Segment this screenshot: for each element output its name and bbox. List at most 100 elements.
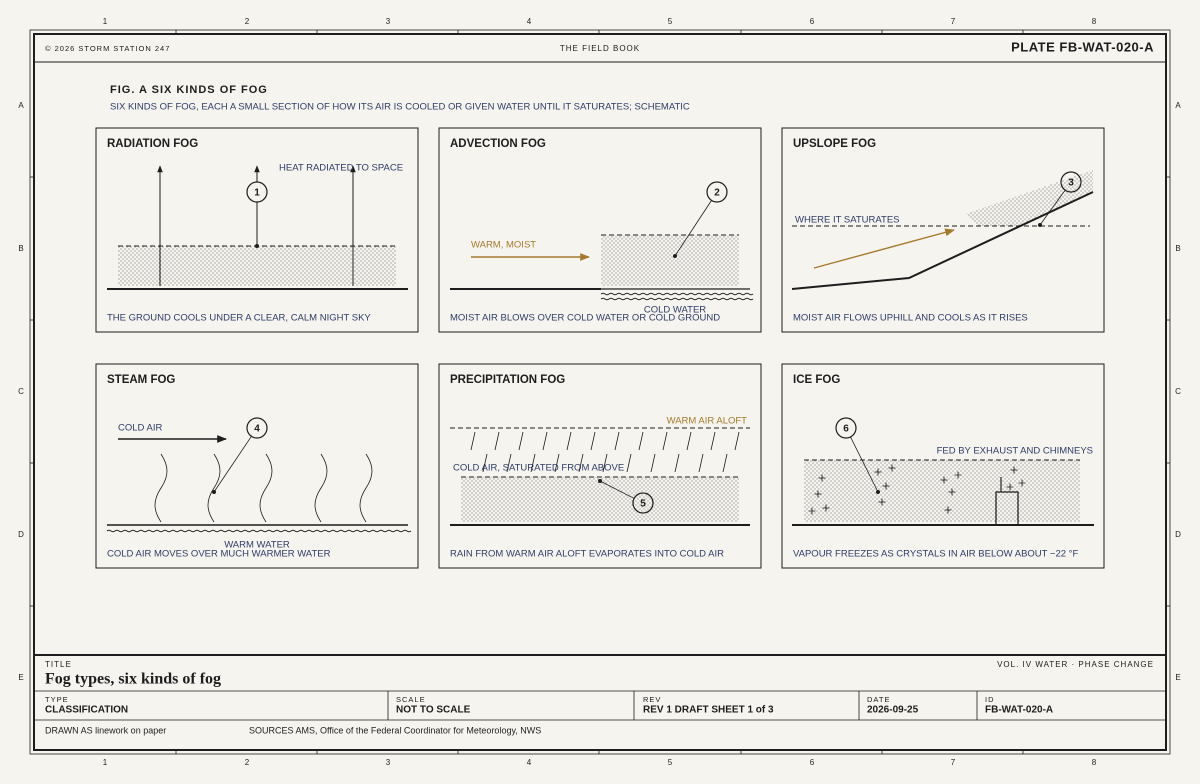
panel-ice-line <box>995 491 1019 526</box>
panel-advection: ADVECTION FOG MOIST AIR BLOWS OVER COLD W… <box>438 127 762 333</box>
steam-wisp <box>314 453 328 523</box>
ice-crystal <box>888 464 896 472</box>
panel-caption: MOIST AIR FLOWS UPHILL AND COOLS AS IT R… <box>793 313 1028 324</box>
row-label: D <box>18 530 24 539</box>
field-value: REV 1 DRAFT SHEET 1 of 3 <box>643 705 774 716</box>
steam-wisp <box>259 453 273 523</box>
callout-circle <box>632 492 654 514</box>
column-label: 5 <box>668 17 673 26</box>
column-label: 8 <box>1092 17 1097 26</box>
row-label: E <box>1175 673 1180 682</box>
ice-crystal <box>878 498 886 506</box>
panel-caption: VAPOUR FREEZES AS CRYSTALS IN AIR BELOW … <box>793 549 1078 560</box>
panel-label: COLD WATER <box>644 305 706 316</box>
callout-number: 5 <box>640 499 646 510</box>
panel-radiation-line <box>118 246 396 286</box>
ice-crystal <box>1018 479 1026 487</box>
rain-streak <box>614 431 620 451</box>
column-label: 3 <box>386 17 391 26</box>
callout-number: 1 <box>254 188 260 199</box>
rain-streak <box>638 431 644 451</box>
column-label: 2 <box>245 758 250 767</box>
leader-line <box>599 480 635 499</box>
panel-frame <box>95 127 419 333</box>
rain-streak <box>494 431 500 451</box>
plate-id: PLATE FB-WAT-020-A <box>1011 39 1154 54</box>
field-value: FB-WAT-020-A <box>985 705 1053 716</box>
row-label: A <box>18 101 24 110</box>
row-label: C <box>1175 387 1181 396</box>
leader-line <box>1039 189 1066 226</box>
rain-streak <box>722 453 728 473</box>
panel-title: STEAM FOG <box>107 374 175 386</box>
row-label: E <box>18 673 23 682</box>
rain-streak <box>662 431 668 451</box>
panel-label: COLD AIR, SATURATED FROM ABOVE <box>453 463 624 474</box>
column-label: 3 <box>386 758 391 767</box>
column-label: 6 <box>810 17 815 26</box>
rain-streak <box>650 453 656 473</box>
frame-line <box>33 33 1167 751</box>
steam-wisp <box>154 453 168 523</box>
rain-streak <box>506 453 512 473</box>
panel-steam: STEAM FOG COLD AIR MOVES OVER MUCH WARMER… <box>95 363 419 569</box>
column-label: 2 <box>245 17 250 26</box>
panel-upslope: UPSLOPE FOG MOIST AIR FLOWS UPHILL AND CO… <box>781 127 1105 333</box>
callout-number: 4 <box>254 424 260 435</box>
panel-frame <box>438 127 762 333</box>
title-block: TITLE Fog types, six kinds of fog VOL. I… <box>45 660 1154 735</box>
leader-dot <box>255 244 259 248</box>
ice-crystal <box>1006 483 1014 491</box>
callout-circle <box>835 417 857 439</box>
panel-upslope-line <box>791 191 1094 290</box>
rain-streak <box>626 453 632 473</box>
panel-caption: THE GROUND COOLS UNDER A CLEAR, CALM NIG… <box>107 313 371 324</box>
field-value: CLASSIFICATION <box>45 705 128 716</box>
copyright: © 2026 STORM STATION 247 <box>45 44 170 53</box>
sources-note: SOURCES AMS, Office of the Federal Coord… <box>249 725 541 735</box>
volume: VOL. IV WATER · PHASE CHANGE <box>997 660 1154 669</box>
panel-ice-line <box>804 460 1080 522</box>
rain-streak <box>554 453 560 473</box>
field-label: REV <box>643 695 661 704</box>
callout-circle <box>1060 171 1082 193</box>
row-label: D <box>1175 530 1181 539</box>
field-label: DATE <box>867 695 890 704</box>
leader-line <box>213 436 252 493</box>
panel-label: HEAT RADIATED TO SPACE <box>279 163 403 174</box>
panel-frame <box>95 363 419 569</box>
rain-streak <box>530 453 536 473</box>
ice-crystal <box>954 471 962 479</box>
column-label: 4 <box>527 17 532 26</box>
panel-advection-line <box>601 235 739 286</box>
field-label: TYPE <box>45 695 69 704</box>
rain-streak <box>686 431 692 451</box>
figure-heading: FIG. A SIX KINDS OF FOG SIX KINDS OF FOG… <box>110 84 690 113</box>
ice-crystal <box>944 506 952 514</box>
rain-streak <box>734 431 740 451</box>
column-label: 7 <box>951 758 956 767</box>
panel-label: WARM AIR ALOFT <box>667 416 748 427</box>
panel-frame <box>781 363 1105 569</box>
book-name: THE FIELD BOOK <box>560 44 640 53</box>
ice-crystal <box>940 476 948 484</box>
column-label: 8 <box>1092 758 1097 767</box>
panel-label: WHERE IT SATURATES <box>795 215 900 226</box>
callout-circle <box>246 181 268 203</box>
panel-precipitation: PRECIPITATION FOG RAIN FROM WARM AIR ALOF… <box>438 363 762 569</box>
rain-streak <box>518 431 524 451</box>
panel-label: WARM, MOIST <box>471 240 536 251</box>
rain-streak <box>542 431 548 451</box>
row-label: C <box>18 387 24 396</box>
panel-label: WARM WATER <box>224 540 290 551</box>
steam-wisp <box>359 453 373 523</box>
panel-ice: ICE FOG VAPOUR FREEZES AS CRYSTALS IN AIR… <box>781 363 1105 569</box>
field-value: NOT TO SCALE <box>396 705 471 716</box>
frame-line <box>29 29 1171 755</box>
field-label: ID <box>985 695 995 704</box>
rain-streak <box>482 453 488 473</box>
callout-number: 3 <box>1068 178 1074 189</box>
callout-number: 2 <box>714 188 720 199</box>
